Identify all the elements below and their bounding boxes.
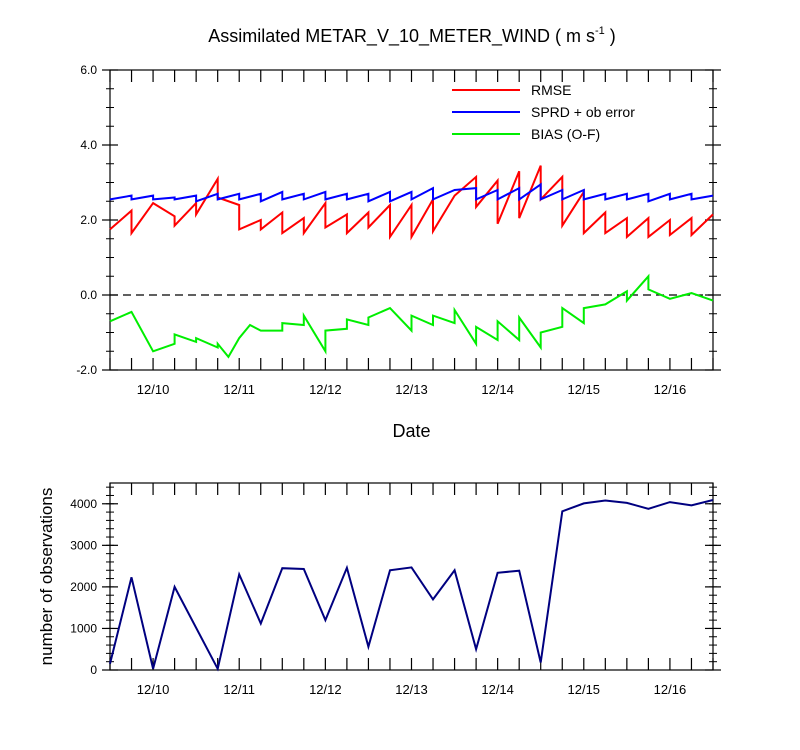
series-line-rmse	[109, 165, 714, 241]
legend: RMSE SPRD + ob error BIAS (O-F)	[452, 82, 635, 142]
series-line-bias-o-f	[109, 273, 714, 359]
x-tick-label: 12/16	[654, 682, 687, 697]
x-tick-label: 12/14	[481, 382, 514, 397]
plot-frame	[109, 482, 714, 671]
y-tick-label: 0	[90, 663, 97, 677]
legend-label: SPRD + ob error	[531, 104, 635, 120]
y-tick-label: 3000	[70, 538, 97, 552]
chart-bottom: 12/10 12/11 12/12 12/13 12/14 12/15 12/16 0 1000…	[37, 482, 721, 697]
x-tick-label: 12/11	[223, 682, 255, 697]
x-tick-label: 12/10	[137, 382, 170, 397]
x-tick-label: 12/13	[395, 682, 428, 697]
x-tick-label: 12/12	[309, 382, 342, 397]
y-tick-label: 6.0	[80, 63, 97, 77]
y-tick-label: 0.0	[80, 288, 97, 302]
y-tick-label: 4000	[70, 497, 97, 511]
series-line-sprd-ob-error	[109, 182, 714, 203]
legend-label: RMSE	[531, 82, 571, 98]
x-tick-label: 12/10	[137, 682, 170, 697]
y-tick-label: 2000	[70, 580, 97, 594]
legend-label: BIAS (O-F)	[531, 126, 600, 142]
y-tick-label: -2.0	[76, 363, 97, 377]
y-tick-label: 4.0	[80, 138, 97, 152]
y-tick-label: 2.0	[80, 213, 97, 227]
x-axis-label: Date	[392, 421, 430, 441]
x-tick-label: 12/16	[654, 382, 687, 397]
x-tick-label: 12/11	[223, 382, 255, 397]
x-tick-label: 12/14	[481, 682, 514, 697]
x-tick-label: 12/15	[568, 682, 601, 697]
x-tick-label: 12/15	[568, 382, 601, 397]
x-tick-label: 12/13	[395, 382, 428, 397]
series-line-observations	[109, 499, 714, 672]
x-tick-label: 12/12	[309, 682, 342, 697]
y-axis-label: number of observations	[37, 488, 56, 666]
chart-title: Assimilated METAR_V_10_METER_WIND ( m s-…	[208, 25, 616, 47]
chart-top: 12/10 12/11 12/12 12/13 12/14 12/15 12/16 -2.0 0…	[76, 25, 721, 441]
y-tick-label: 1000	[70, 621, 97, 635]
